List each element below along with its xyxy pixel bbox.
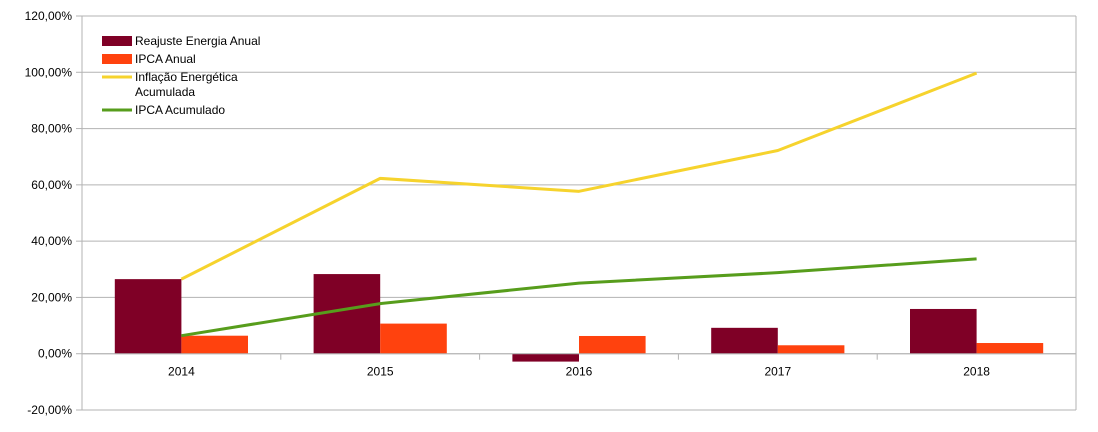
bar-layer [114, 274, 1044, 362]
legend-swatch-ipca-anual [102, 54, 132, 64]
y-tick-label: 120,00% [25, 9, 73, 23]
legend-label-ipca-anual: IPCA Anual [135, 52, 196, 66]
legend-label-ipca-acumulado: IPCA Acumulado [135, 103, 225, 117]
bar-ipca-anual-2017 [777, 345, 845, 354]
line-ipca-acumulado [181, 257, 977, 338]
x-tick-label: 2018 [963, 365, 990, 379]
bar-reajuste-energia-2014 [114, 279, 182, 354]
y-tick-label: -20,00% [27, 403, 72, 417]
bar-ipca-anual-2014 [181, 335, 248, 354]
x-tick-label: 2017 [764, 365, 791, 379]
legend-label-infla-o-energ-tica-acumulada: Inflação Energética Acumulada [135, 70, 238, 99]
legend-swatch-reajuste-energia-anual [102, 36, 132, 46]
x-tick-label: 2016 [566, 365, 593, 379]
x-tick-label: 2015 [367, 365, 394, 379]
y-tick-label: 20,00% [31, 290, 72, 304]
bar-reajuste-energia-2017 [711, 327, 778, 354]
y-tick-label: 40,00% [31, 234, 72, 248]
line-layer [180, 71, 978, 338]
legend: Reajuste Energia Anual IPCA Anual Inflação… [102, 34, 260, 117]
axis-layer: -20,00% 0,00% 20,00% 40,00% 60,00% 80,00% 100,… [25, 9, 1077, 417]
y-tick-label: 100,00% [25, 65, 73, 79]
bar-reajuste-energia-2016 [512, 353, 579, 362]
y-tick-label: 80,00% [31, 122, 72, 136]
x-tick-label: 2014 [168, 365, 195, 379]
legend-label-reajuste-energia-anual: Reajuste Energia Anual [135, 34, 260, 48]
bar-ipca-anual-2015 [380, 323, 447, 354]
y-tick-label: 0,00% [38, 347, 72, 361]
y-tick-label: 60,00% [31, 178, 72, 192]
bar-ipca-anual-2016 [579, 335, 646, 354]
bar-reajuste-energia-2018 [910, 308, 977, 354]
line-inflacao-energetica-acumulada [180, 71, 978, 281]
bar-ipca-anual-2018 [976, 343, 1044, 354]
